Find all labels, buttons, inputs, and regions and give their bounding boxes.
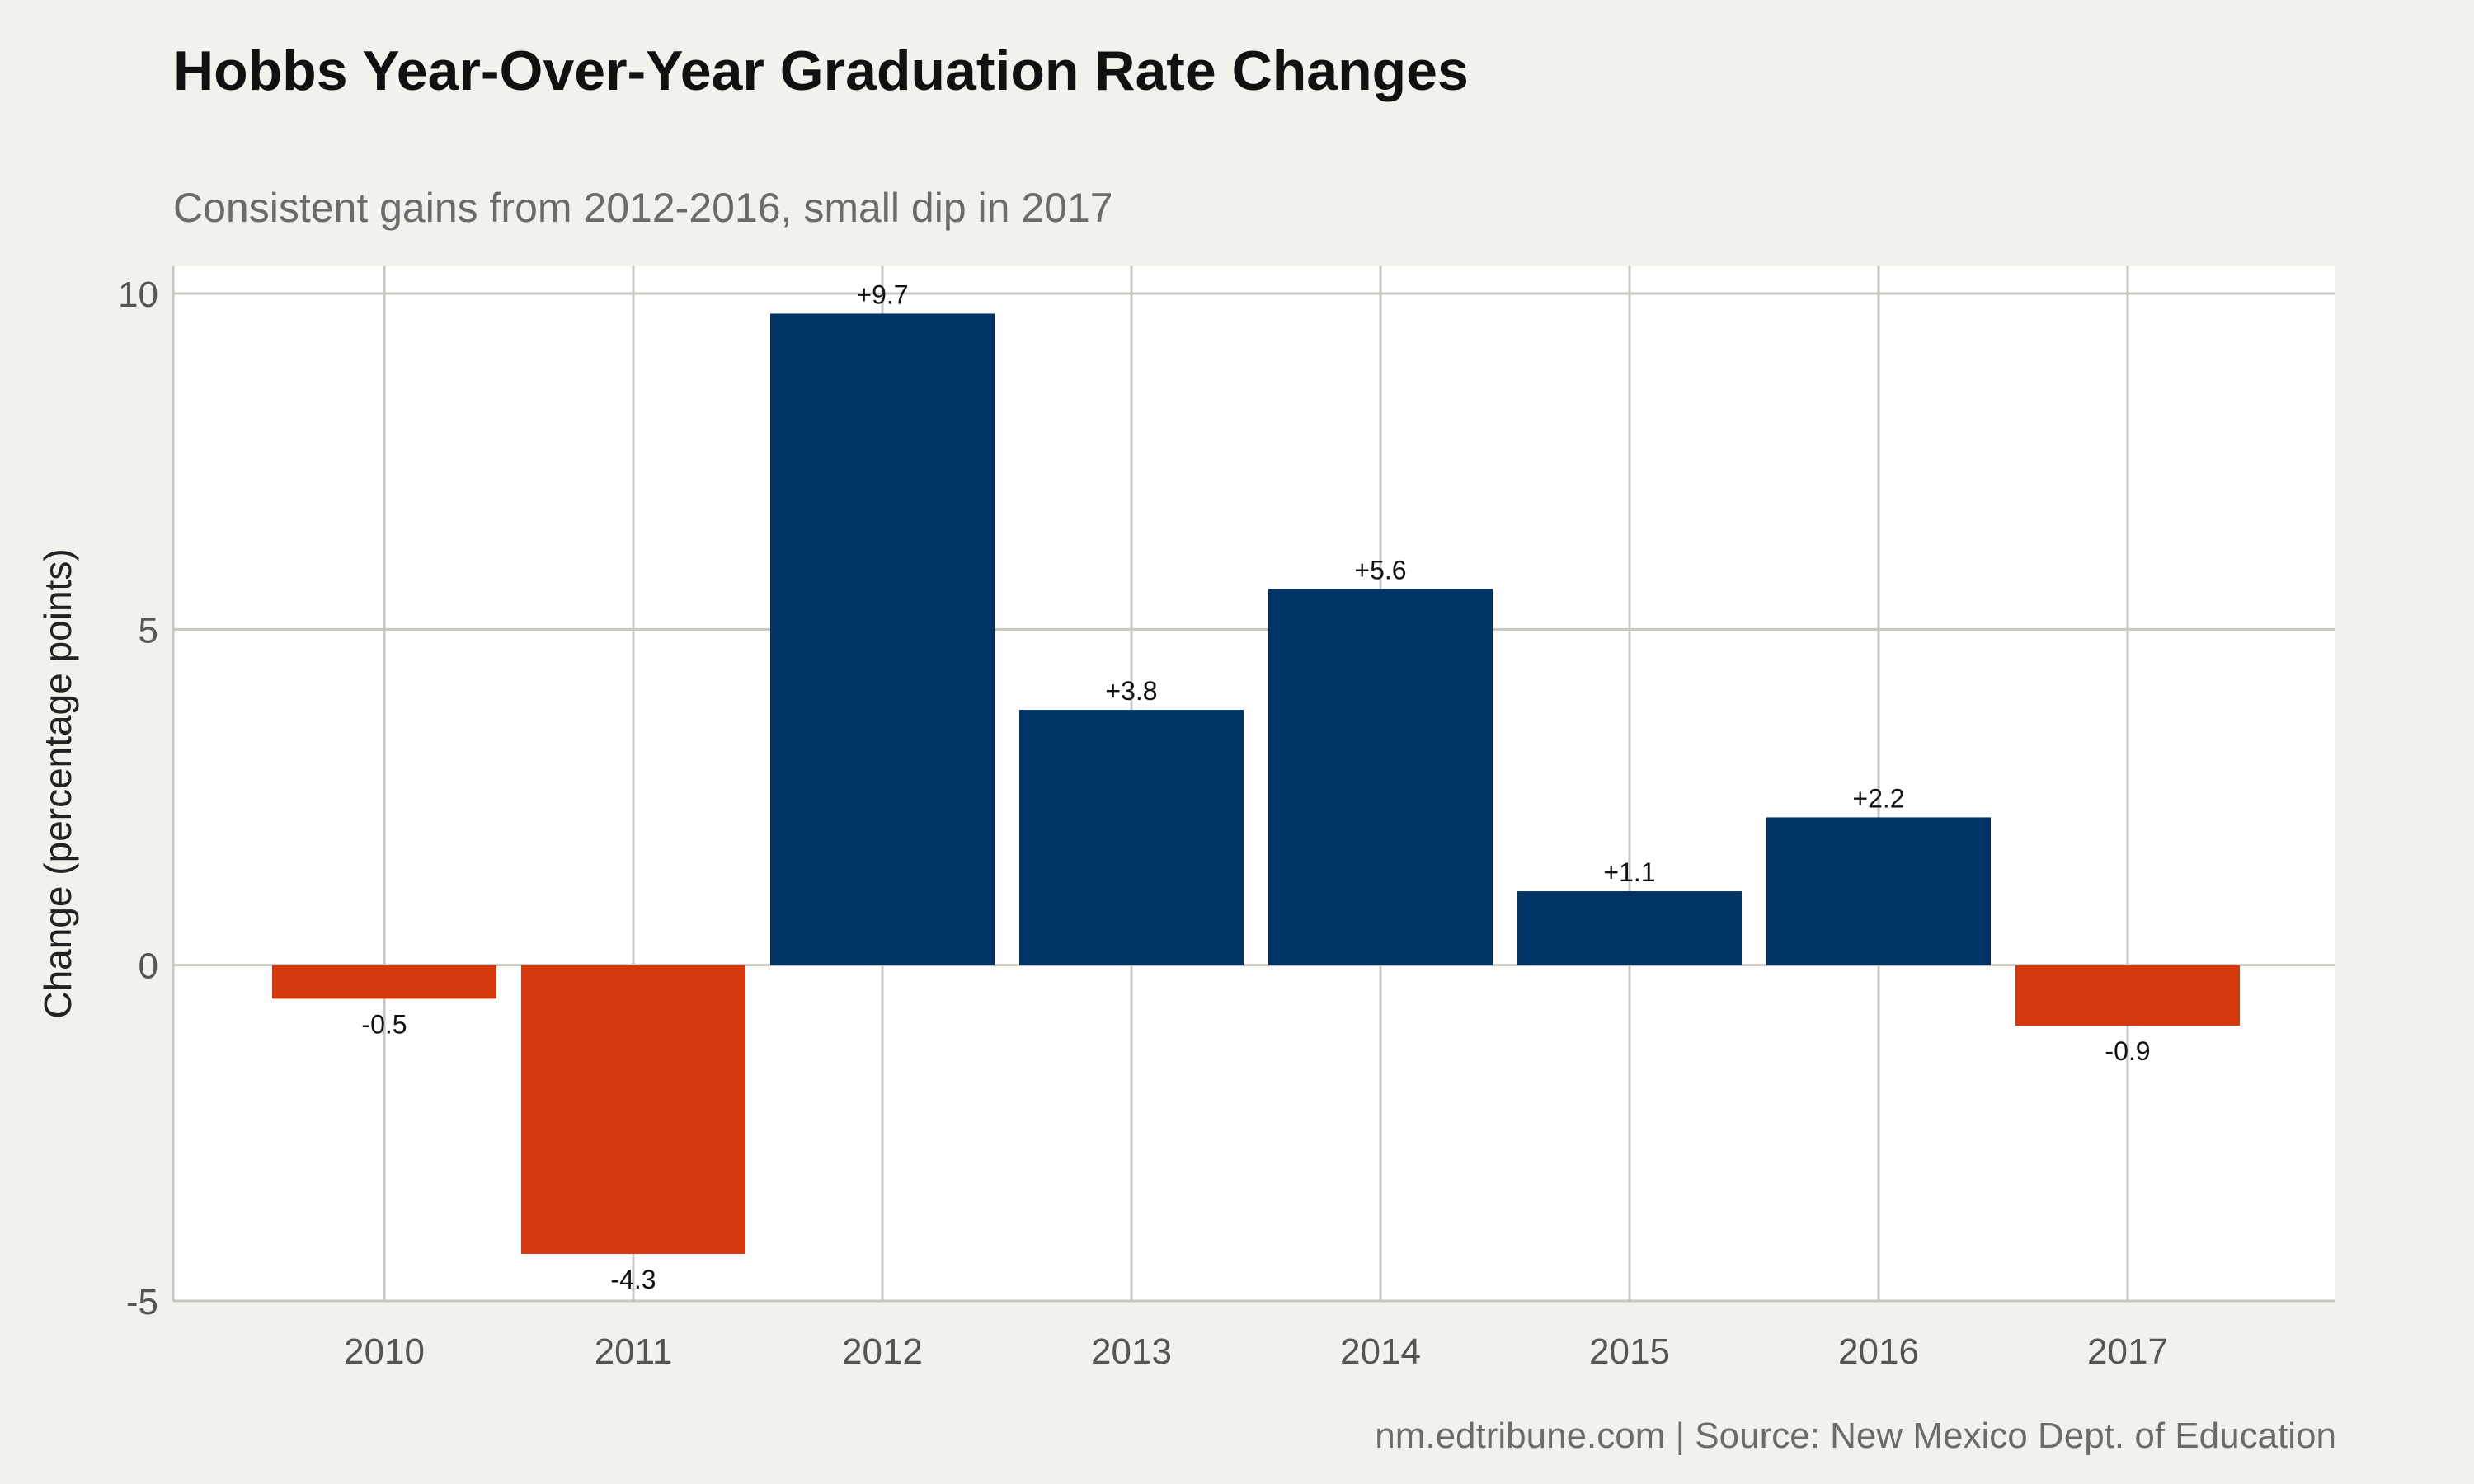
data-label-2013: +3.8	[1105, 676, 1157, 706]
y-tick-label: 0	[139, 946, 158, 987]
bar-2012	[770, 313, 995, 965]
data-label-2015: +1.1	[1603, 857, 1655, 887]
axes: -5 0 5 10 2010 2011 2012 2013 2014 2015 2016 2017	[118, 266, 2335, 1372]
bar-2014	[1268, 589, 1493, 965]
plot-panel	[173, 266, 2335, 1301]
data-label-2012: +9.7	[856, 279, 908, 309]
x-tick-label: 2012	[842, 1331, 923, 1372]
y-axis-label: Change (percentage points)	[36, 548, 79, 1018]
x-tick-label: 2011	[595, 1331, 673, 1372]
bar-2016	[1766, 817, 1991, 965]
y-tick-label: -5	[126, 1282, 158, 1322]
y-tick-label: 5	[139, 610, 158, 650]
bar-2010	[272, 965, 496, 999]
data-label-2014: +5.6	[1354, 555, 1406, 585]
bar-2013	[1019, 710, 1244, 965]
data-label-2017: -0.9	[2105, 1036, 2150, 1066]
x-tick-label: 2010	[344, 1331, 425, 1372]
source-caption: nm.edtribune.com | Source: New Mexico De…	[1375, 1416, 2336, 1456]
data-label-2011: -4.3	[610, 1265, 656, 1294]
bars	[272, 313, 2240, 1254]
bar-2015	[1517, 891, 1742, 965]
data-label-2016: +2.2	[1852, 783, 1904, 813]
bar-2017	[2015, 965, 2240, 1026]
bar-2011	[521, 965, 745, 1254]
data-labels: -0.5 -4.3 +9.7 +3.8 +5.6 +1.1 +2.2 -0.9	[361, 279, 2150, 1294]
x-tick-label: 2017	[2087, 1331, 2168, 1372]
x-tick-label: 2016	[1838, 1331, 1919, 1372]
chart-subtitle: Consistent gains from 2012-2016, small d…	[173, 185, 1113, 231]
x-tick-label: 2014	[1340, 1331, 1421, 1372]
x-tick-label: 2013	[1091, 1331, 1172, 1372]
chart-title: Hobbs Year-Over-Year Graduation Rate Cha…	[173, 40, 1469, 102]
x-tick-label: 2015	[1589, 1331, 1670, 1372]
data-label-2010: -0.5	[361, 1009, 407, 1039]
y-tick-label: 10	[118, 275, 158, 315]
